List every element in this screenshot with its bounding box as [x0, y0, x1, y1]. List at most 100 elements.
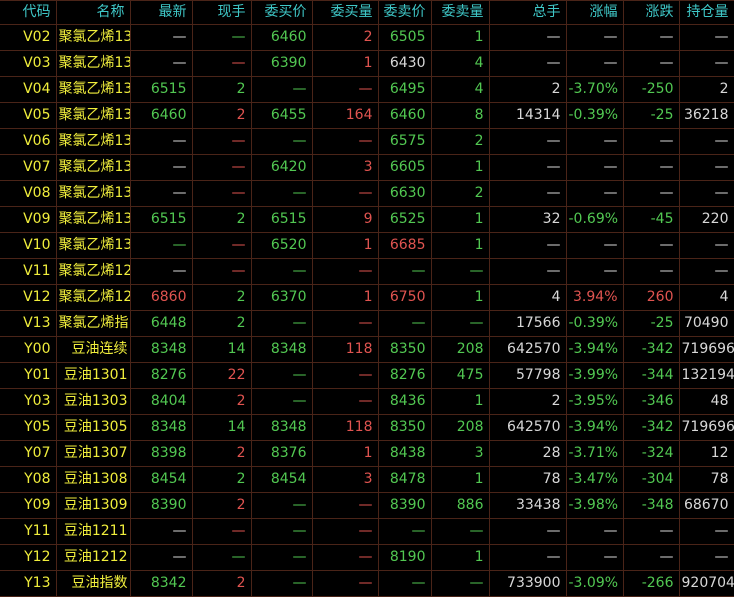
cell-bid-price: —: [250, 362, 313, 389]
cell-last: —: [129, 154, 193, 181]
cell-open-interest: 70490: [678, 310, 734, 337]
cell-name: 聚氯乙烯13: [55, 24, 131, 51]
cell-change-percent: —: [565, 24, 624, 51]
table-row[interactable]: Y01 豆油1301 8276 22— —8276 475 57798 -3.99% -344 1…: [0, 362, 734, 389]
cell-ask-volume: 1: [430, 544, 490, 571]
cell-ask-volume: 1: [430, 284, 490, 311]
cell-last: 8390: [129, 492, 193, 519]
column-header-change-percent[interactable]: 涨幅: [565, 0, 624, 25]
cell-total-volume: 32: [488, 206, 567, 233]
table-row[interactable]: V11 聚氯乙烯12— — — — — — — — — —: [0, 258, 734, 285]
table-row[interactable]: Y12 豆油1212— — — —8190 1— — — —: [0, 544, 734, 571]
cell-bid-price: —: [250, 544, 313, 571]
cell-bid-price: 8376: [250, 440, 313, 467]
cell-bid-price: 8348: [250, 414, 313, 441]
column-header-volume-now[interactable]: 现手: [191, 0, 252, 25]
cell-change-percent: -3.98%: [565, 492, 624, 519]
table-row[interactable]: V08 聚氯乙烯13— — — —6630 2— — — —: [0, 180, 734, 207]
cell-open-interest: 719696: [678, 414, 734, 441]
table-row[interactable]: V03 聚氯乙烯13— —6390 1 6430 4— — — —: [0, 50, 734, 77]
cell-code: V03: [0, 50, 57, 77]
cell-open-interest: 2: [678, 76, 734, 103]
column-header-change[interactable]: 涨跌: [622, 0, 680, 25]
cell-code: V11: [0, 258, 57, 285]
cell-last: 6515: [129, 76, 193, 103]
cell-code: Y08: [0, 466, 57, 493]
cell-ask-volume: 475: [430, 362, 490, 389]
table-row[interactable]: Y00 豆油连续 8348 14 8348 118 8350 208 642570 -3.94% -…: [0, 336, 734, 363]
cell-total-volume: 4: [488, 284, 567, 311]
cell-last: 8398: [129, 440, 193, 467]
cell-bid-volume: 118: [311, 336, 379, 363]
table-row[interactable]: Y07 豆油1307 8398 2 8376 1 8438 3 28 -3.71% -324 12: [0, 440, 734, 467]
cell-bid-volume: —: [311, 362, 379, 389]
cell-ask-price: —: [377, 258, 432, 285]
table-row[interactable]: V09 聚氯乙烯13 6515 2 6515 9 6525 1 32 -0.69% -45 220: [0, 206, 734, 233]
cell-change: —: [622, 180, 680, 207]
cell-change: -346: [622, 388, 680, 415]
cell-name: 聚氯乙烯13: [55, 102, 131, 129]
cell-open-interest: 132194: [678, 362, 734, 389]
table-row[interactable]: V07 聚氯乙烯13— —6420 3 6605 1— — — —: [0, 154, 734, 181]
table-row[interactable]: V12 聚氯乙烯12 6860 2 6370 1 6750 1 4 3.94% 260 4: [0, 284, 734, 311]
cell-bid-price: —: [250, 180, 313, 207]
cell-bid-volume: —: [311, 388, 379, 415]
cell-volume-now: —: [191, 544, 252, 571]
cell-open-interest: 220: [678, 206, 734, 233]
cell-last: 8342: [129, 570, 193, 597]
cell-bid-volume: 2: [311, 24, 379, 51]
cell-last: 8276: [129, 362, 193, 389]
table-row[interactable]: Y09 豆油1309 8390 2— —8390 886 33438 -3.98% -348 68…: [0, 492, 734, 519]
cell-volume-now: 2: [191, 310, 252, 337]
column-header-bid-price[interactable]: 委买价: [250, 0, 313, 25]
cell-ask-price: 6605: [377, 154, 432, 181]
cell-open-interest: —: [678, 232, 734, 259]
table-row[interactable]: V13 聚氯乙烯指 6448 2— — — —17566 -0.39% -25 70490: [0, 310, 734, 337]
cell-volume-now: 2: [191, 284, 252, 311]
table-row[interactable]: V06 聚氯乙烯13— — — —6575 2— — — —: [0, 128, 734, 155]
table-row[interactable]: V10 聚氯乙烯13— —6520 1 6685 1— — — —: [0, 232, 734, 259]
table-row[interactable]: V05 聚氯乙烯13 6460 2 6455 164 6460 8 14314 -0.39% -25…: [0, 102, 734, 129]
cell-ask-price: 8190: [377, 544, 432, 571]
cell-change: -250: [622, 76, 680, 103]
table-row[interactable]: Y08 豆油1308 8454 2 8454 3 8478 1 78 -3.47% -304 78: [0, 466, 734, 493]
cell-change: -324: [622, 440, 680, 467]
cell-code: Y12: [0, 544, 57, 571]
cell-total-volume: 78: [488, 466, 567, 493]
column-header-ask-volume[interactable]: 委卖量: [430, 0, 490, 25]
cell-bid-volume: —: [311, 518, 379, 545]
cell-last: —: [129, 232, 193, 259]
cell-change: —: [622, 50, 680, 77]
cell-open-interest: 920704: [678, 570, 734, 597]
cell-total-volume: —: [488, 180, 567, 207]
table-row[interactable]: Y03 豆油1303 8404 2— —8436 1 2 -3.95% -346 48: [0, 388, 734, 415]
column-header-bid-volume[interactable]: 委买量: [311, 0, 379, 25]
table-row[interactable]: Y05 豆油1305 8348 14 8348 118 8350 208 642570 -3.94…: [0, 414, 734, 441]
cell-total-volume: —: [488, 258, 567, 285]
column-header-name[interactable]: 名称: [55, 0, 131, 25]
table-row[interactable]: V04 聚氯乙烯13 6515 2— —6495 4 2 -3.70% -250 2: [0, 76, 734, 103]
cell-volume-now: 2: [191, 570, 252, 597]
cell-ask-price: 8276: [377, 362, 432, 389]
cell-volume-now: 2: [191, 76, 252, 103]
cell-last: —: [129, 50, 193, 77]
column-header-ask-price[interactable]: 委卖价: [377, 0, 432, 25]
cell-bid-price: —: [250, 310, 313, 337]
cell-ask-volume: 1: [430, 466, 490, 493]
cell-name: 豆油1305: [55, 414, 131, 441]
cell-ask-volume: 2: [430, 180, 490, 207]
table-row[interactable]: V02 聚氯乙烯13— —6460 2 6505 1— — — —: [0, 24, 734, 51]
column-header-open-interest[interactable]: 持仓量: [678, 0, 734, 25]
cell-name: 豆油1211: [55, 518, 131, 545]
table-row[interactable]: Y11 豆油1211— — — — — — — — — —: [0, 518, 734, 545]
cell-volume-now: 14: [191, 414, 252, 441]
cell-open-interest: —: [678, 518, 734, 545]
cell-ask-price: —: [377, 518, 432, 545]
column-header-last[interactable]: 最新: [129, 0, 193, 25]
table-row[interactable]: Y13 豆油指数 8342 2— — — —733900 -3.09% -266 920704: [0, 570, 734, 597]
column-header-code[interactable]: 代码: [0, 0, 57, 25]
cell-ask-price: 8390: [377, 492, 432, 519]
cell-bid-volume: 1: [311, 232, 379, 259]
column-header-total-volume[interactable]: 总手: [488, 0, 567, 25]
cell-bid-price: —: [250, 388, 313, 415]
